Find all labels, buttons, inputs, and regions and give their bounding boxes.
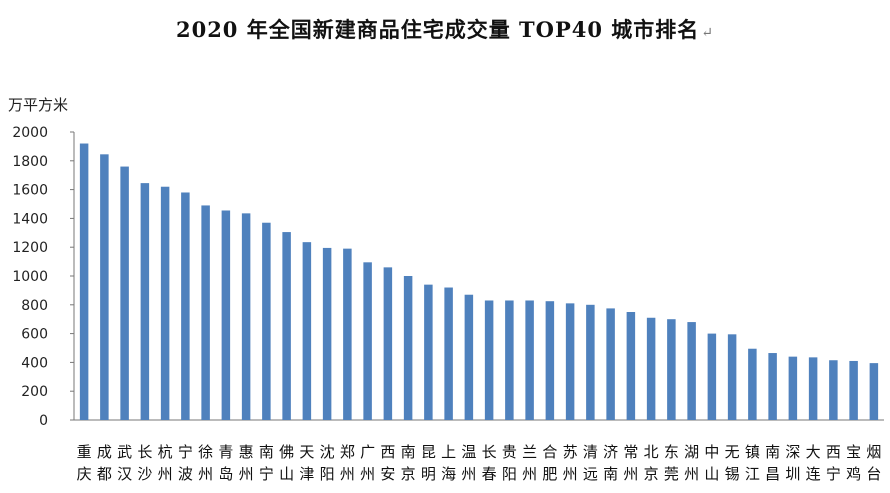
y-tick-label: 1000 <box>12 269 48 285</box>
x-tick-label: 南京 <box>401 443 416 483</box>
bar-34 <box>748 348 757 420</box>
chart-title: 2020 年全国新建商品住宅成交量 TOP40 城市排名 ↵ <box>0 14 890 44</box>
x-tick-label: 西安 <box>380 443 395 483</box>
bar-20 <box>464 294 474 420</box>
bar-23 <box>525 300 534 420</box>
bar-15 <box>363 262 372 420</box>
x-tick-label: 郑州 <box>340 443 355 483</box>
x-tick-label: 温州 <box>461 443 476 483</box>
bar-31 <box>687 322 696 420</box>
bar-38 <box>829 360 838 420</box>
bar-18 <box>424 284 433 420</box>
bar-25 <box>565 303 575 420</box>
y-tick-label: 600 <box>21 327 48 343</box>
bar-21 <box>484 300 494 420</box>
bar-27 <box>606 308 615 420</box>
x-tick-label: 宁波 <box>178 443 193 483</box>
x-tick-label: 苏州 <box>563 443 578 483</box>
bar-14 <box>343 248 352 420</box>
x-tick-label: 徐州 <box>198 443 213 483</box>
bar-26 <box>586 304 595 420</box>
y-tick-label: 2000 <box>12 125 48 141</box>
bar-40 <box>869 363 879 420</box>
bar-24 <box>545 301 555 420</box>
x-tick-label: 西宁 <box>826 443 841 483</box>
x-tick-label: 天津 <box>299 443 314 483</box>
x-tick-label: 无锡 <box>725 443 740 483</box>
bar-28 <box>626 312 636 420</box>
bar-19 <box>444 287 453 420</box>
x-tick-label: 镇江 <box>745 443 760 483</box>
x-tick-label: 长春 <box>482 443 497 483</box>
x-tick-label: 北京 <box>644 443 659 483</box>
x-tick-label: 清远 <box>583 443 598 483</box>
x-tick-label: 上海 <box>441 443 456 483</box>
bar-17 <box>403 276 413 420</box>
bar-37 <box>808 357 818 420</box>
x-tick-label: 佛山 <box>279 443 294 483</box>
x-tick-label: 成都 <box>97 443 112 483</box>
bar-1 <box>79 143 89 420</box>
bar-10 <box>262 222 271 420</box>
x-tick-label: 广州 <box>360 443 375 483</box>
bar-30 <box>667 319 676 420</box>
x-tick-label: 宝鸡 <box>846 443 861 483</box>
x-tick-label: 重庆 <box>77 443 92 483</box>
bar-29 <box>646 317 656 420</box>
x-tick-label: 兰州 <box>522 443 537 483</box>
bar-9 <box>241 213 251 420</box>
bar-32 <box>707 333 717 420</box>
bar-16 <box>383 267 393 420</box>
bar-36 <box>788 356 798 420</box>
x-tick-label: 贵阳 <box>502 443 517 483</box>
x-tick-label: 南昌 <box>765 443 780 483</box>
bar-33 <box>727 334 737 420</box>
y-tick-label: 1800 <box>12 154 48 170</box>
bar-13 <box>322 247 332 420</box>
x-tick-label: 深圳 <box>785 443 800 483</box>
y-tick-label: 0 <box>39 413 48 429</box>
x-tick-label: 南宁 <box>259 443 274 483</box>
x-tick-label: 惠州 <box>239 443 254 483</box>
y-axis-unit-label: 万平方米 <box>8 96 69 114</box>
paragraph-mark-icon: ↵ <box>701 25 715 41</box>
x-tick-label: 中山 <box>704 443 719 483</box>
x-tick-label: 常州 <box>623 443 638 483</box>
x-tick-label: 杭州 <box>158 443 173 483</box>
x-tick-label: 大连 <box>806 443 821 483</box>
bar-22 <box>505 300 514 420</box>
bar-5 <box>160 186 170 420</box>
bar-7 <box>201 205 210 420</box>
bar-8 <box>221 210 231 420</box>
x-tick-label: 东莞 <box>664 443 679 483</box>
bar-3 <box>120 166 129 420</box>
chart-title-text: 2020 年全国新建商品住宅成交量 TOP40 城市排名 <box>175 17 700 42</box>
x-tick-label: 青岛 <box>218 443 233 483</box>
y-tick-label: 1400 <box>12 211 48 227</box>
x-tick-label: 沈阳 <box>320 443 335 483</box>
x-tick-label: 昆明 <box>421 443 436 483</box>
x-tick-label: 济南 <box>603 443 618 483</box>
bar-35 <box>768 353 777 420</box>
x-tick-label: 武汉 <box>117 443 132 483</box>
y-tick-label: 1600 <box>12 183 48 199</box>
bar-12 <box>302 242 312 420</box>
bar-11 <box>282 232 291 420</box>
y-tick-label: 1200 <box>12 240 48 256</box>
y-tick-label: 800 <box>21 298 48 314</box>
bar-2 <box>100 154 109 420</box>
x-tick-label: 长沙 <box>137 443 152 483</box>
bar-39 <box>849 360 858 420</box>
y-tick-label: 200 <box>21 384 48 400</box>
x-tick-label: 湖州 <box>684 443 699 483</box>
bar-4 <box>140 183 150 420</box>
y-tick-label: 400 <box>21 355 48 371</box>
x-tick-label: 合肥 <box>542 443 557 483</box>
x-tick-label: 烟台 <box>866 443 881 483</box>
bar-6 <box>181 192 190 420</box>
